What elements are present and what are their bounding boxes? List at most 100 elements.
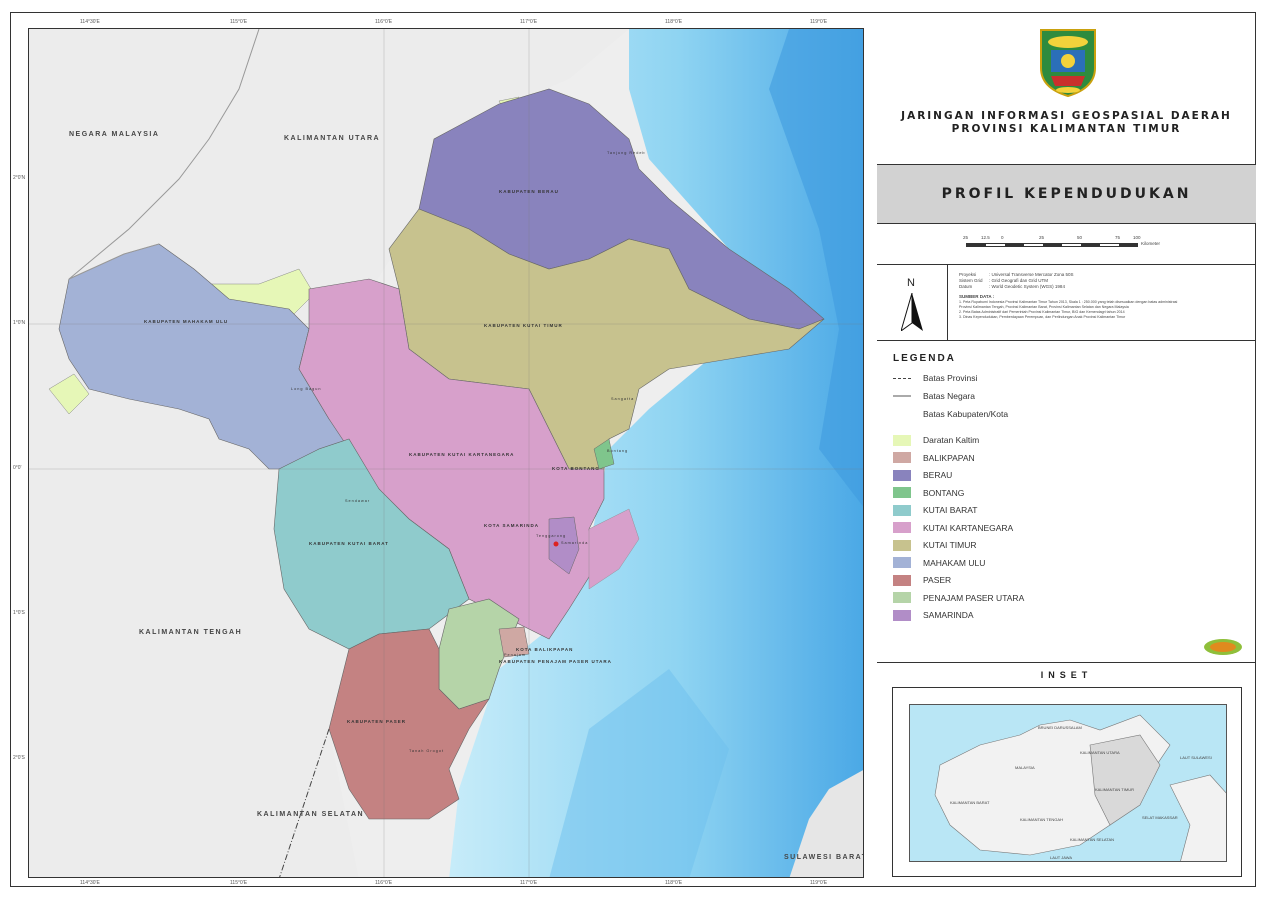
grid-tick-top: 114°30'E [80, 19, 100, 25]
label-kab-kutai-kartanegara: KABUPATEN KUTAI KARTANEGARA [409, 452, 515, 457]
legend-label: BERAU [923, 470, 953, 480]
proyeksi-label: Proyeksi [959, 272, 977, 277]
legend-item: MAHAKAM ULU [893, 557, 985, 569]
map-metadata-section: N Proyeksi : Universal Transverse Mercat… [877, 264, 1256, 341]
label-kalimantan-tengah: KALIMANTAN TENGAH [139, 629, 243, 636]
inset-map[interactable]: BRUNEI DARUSSALAM MALAYSIA KALIMANTAN UT… [909, 704, 1227, 862]
legend-label: Daratan Kaltim [923, 435, 980, 445]
label-sendawar: Sendawar [345, 499, 371, 503]
grid-tick-bottom: 116°0'E [375, 880, 393, 886]
legend-label: BALIKPAPAN [923, 452, 975, 463]
inset-label: MALAYSIA [1015, 765, 1035, 770]
legend-label: PASER [923, 575, 952, 585]
mahakam-delta [588, 508, 640, 590]
legend-swatch [893, 609, 911, 621]
datum-label: Datum [959, 284, 973, 289]
legend-label: PENAJAM PASER UTARA [923, 592, 1025, 603]
sistem-grid-value: : Grid Geografi dan Grid UTM [989, 278, 1049, 283]
label-tanah-grogot: Tanah Grogot [409, 749, 445, 753]
sumber-title: SUMBER DATA : [959, 294, 995, 299]
sumber-3: 3. Dinas Kependudukan, Pemberdayaan Pere… [959, 315, 1126, 319]
grid-tick-bottom: 114°30'E [80, 880, 100, 886]
neighbor-land [29, 29, 629, 877]
title-line-1: JARINGAN INFORMASI GEOSPASIAL DAERAH [901, 110, 1232, 122]
legend-label: SAMARINDA [923, 610, 974, 620]
daratan-kaltim-patch-west [48, 373, 90, 415]
region-paser [328, 628, 490, 820]
label-kalimantan-selatan: KALIMANTAN SELATAN [257, 811, 365, 818]
sumber-1b: Provinsi Kalimantan Tengah, Provinsi Kal… [959, 305, 1129, 309]
legend-item: Daratan Kaltim [893, 434, 979, 446]
label-kalimantan-utara: KALIMANTAN UTARA [284, 135, 381, 142]
label-bontang: Bontang [607, 449, 629, 453]
scale-bar [966, 243, 1138, 247]
main-map[interactable]: NEGARA MALAYSIA KALIMANTAN UTARA KALIMAN… [28, 28, 864, 878]
north-label: N [907, 277, 915, 289]
sumber-2: 2. Peta Batas Administratif dari Pemerin… [959, 310, 1125, 314]
legend-swatch [893, 434, 911, 446]
grid-tick-bottom: 119°0'E [810, 880, 828, 886]
grid-tick-bottom: 117°0'E [520, 880, 538, 886]
legend-swatch [893, 557, 911, 568]
label-sulawesi-barat: SULAWESI BARAT [784, 854, 864, 861]
map-canvas [29, 29, 863, 877]
label-penajam: Penajam [504, 653, 526, 657]
region-samarinda [548, 516, 580, 575]
scale-tick: 0 [1001, 235, 1004, 240]
legend-swatch [893, 487, 911, 498]
profile-title: PROFIL KEPENDUDUKAN [877, 164, 1256, 224]
legend-line-label: Batas Kabupaten/Kota [923, 409, 1009, 419]
scale-tick: 100 [1133, 235, 1141, 240]
deep-sea [769, 29, 863, 507]
legend-item: BONTANG [893, 487, 964, 499]
datum-value: : World Geodetic System (WGS) 1984 [989, 284, 1065, 289]
label-kota-balikpapan: KOTA BALIKPAPAN [516, 647, 574, 652]
legend-line-item: Batas Provinsi [893, 372, 977, 384]
legend-swatch [893, 522, 911, 533]
legend-swatch [893, 452, 911, 463]
legend-item: PENAJAM PASER UTARA [893, 592, 1024, 604]
sumber-1: 1. Peta Rupabumi Indonesia Provinsi Kali… [959, 300, 1178, 304]
samarinda-marker [553, 541, 559, 547]
inset-label: BRUNEI DARUSSALAM [1038, 725, 1082, 730]
label-negara-malaysia: NEGARA MALAYSIA [69, 131, 160, 138]
legend-item: BERAU [893, 469, 952, 481]
provincial-emblem-logo [1040, 29, 1096, 98]
batas-negara-line [68, 29, 260, 280]
label-tanjung-redeb: Tanjung Redeb [607, 151, 646, 155]
legend-title: LEGENDA [893, 353, 956, 364]
label-samarinda: Samarinda [561, 541, 589, 545]
legend-swatch [893, 504, 911, 516]
label-sangatta: Sangatta [611, 397, 635, 401]
legend-item: KUTAI BARAT [893, 504, 977, 516]
legend-item: KUTAI TIMUR [893, 539, 977, 551]
inset-map-canvas [934, 714, 1226, 861]
label-kab-paser: KABUPATEN PASER [347, 719, 407, 724]
map-info-panel: JARINGAN INFORMASI GEOSPASIAL DAERAH PRO… [877, 12, 1256, 887]
scale-tick: 75 [1115, 235, 1121, 240]
legend-section [877, 340, 1256, 620]
inset-label: SELAT MAKASSAR [1142, 815, 1178, 820]
legend-swatch [893, 574, 911, 586]
legend-label: MAHAKAM ULU [923, 557, 986, 568]
label-long-bagun: Long Bagun [291, 387, 322, 391]
inset-label: KALIMANTAN TIMUR [1095, 787, 1134, 792]
grid-tick-bottom: 118°0'E [665, 880, 683, 886]
legend-item: SAMARINDA [893, 609, 974, 621]
legend-label: KUTAI BARAT [923, 505, 978, 515]
inset-label: KALIMANTAN SELATAN [1070, 837, 1115, 842]
legend-item: KUTAI KARTANEGARA [893, 522, 1013, 534]
label-kab-berau: KABUPATEN BERAU [499, 189, 559, 194]
legend-swatch [893, 469, 911, 481]
inset-label: LAUT JAWA [1050, 855, 1073, 860]
batas-negara-symbol [893, 395, 911, 397]
batas-provinsi-symbol [893, 377, 911, 379]
legend-swatch [893, 539, 911, 551]
grid-tick-left: 1°0'S [13, 610, 25, 616]
legend-item: BALIKPAPAN [893, 452, 975, 464]
legend-line-item: Batas Kabupaten/Kota [893, 408, 1008, 420]
deep-sea-south [549, 669, 729, 877]
scale-section: 25 12.5 0 25 50 75 100 Kilometer [877, 226, 1256, 264]
grid-tick-top: 119°0'E [810, 19, 828, 25]
inset-box: BRUNEI DARUSSALAM MALAYSIA KALIMANTAN UT… [892, 687, 1242, 877]
